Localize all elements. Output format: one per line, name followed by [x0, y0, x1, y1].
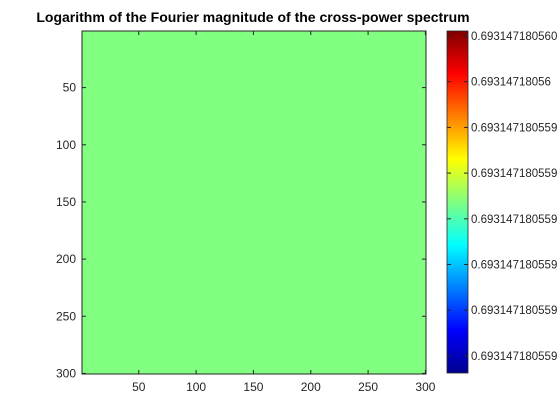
y-tick-label: 250 [56, 309, 76, 323]
y-tick-label: 200 [56, 252, 76, 266]
x-tick-label: 150 [243, 380, 263, 394]
colorbar-tick-label: 0.693147180559 [471, 305, 557, 317]
colorbar [447, 31, 468, 373]
heatmap-image [82, 31, 426, 374]
x-tick-label: 100 [186, 380, 206, 394]
x-tick-label: 50 [132, 380, 146, 394]
colorbar-tick-label: 0.693147180559 [471, 260, 557, 272]
colorbar-tick-label: 0.693147180559 [471, 122, 557, 134]
colorbar-tick-label: 0.693147180559 [471, 351, 557, 363]
colorbar-tick-label: 0.693147180560 [471, 31, 557, 43]
y-tick-label: 150 [56, 195, 76, 209]
colorbar-tick-label: 0.693147180559 [471, 168, 557, 180]
x-tick-label: 250 [358, 380, 378, 394]
x-tick-label: 300 [415, 380, 435, 394]
y-tick-label: 100 [56, 138, 76, 152]
colorbar-tick-label: 0.693147180559 [471, 214, 557, 226]
colorbar-tick-label: 0.69314718056 [471, 77, 551, 89]
x-tick-label: 200 [301, 380, 321, 394]
y-tick-label: 50 [63, 81, 77, 95]
y-tick-label: 300 [56, 366, 76, 380]
